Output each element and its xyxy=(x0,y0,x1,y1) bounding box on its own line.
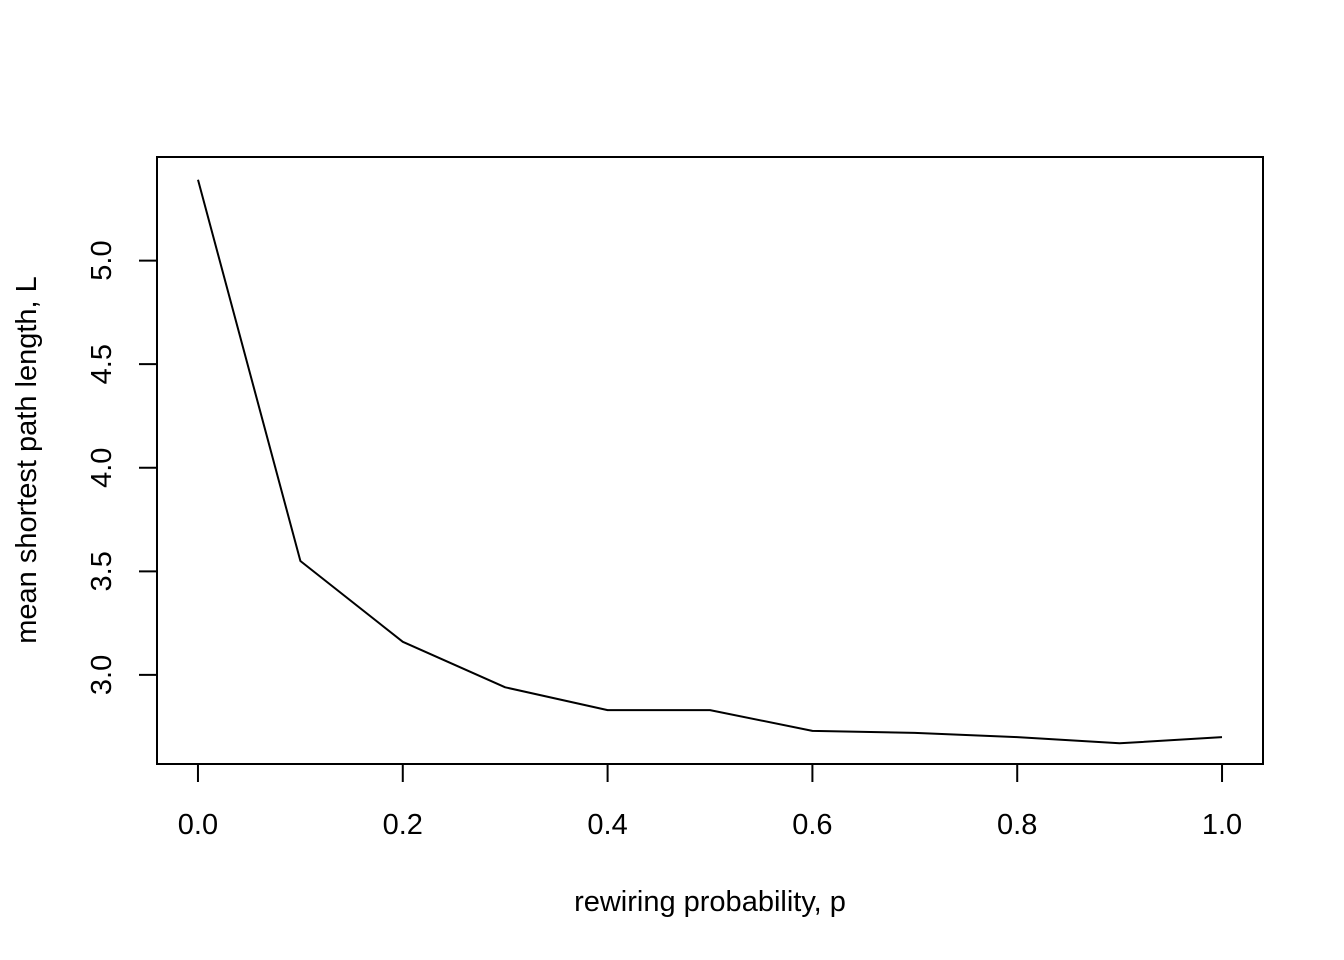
plot-frame xyxy=(156,156,1264,765)
series-line xyxy=(197,179,1223,745)
y-tick-label: 3.5 xyxy=(86,551,118,591)
y-tick-label: 4.5 xyxy=(86,344,118,384)
x-tick-label: 0.6 xyxy=(792,809,832,841)
x-tick-label: 0.8 xyxy=(997,809,1037,841)
y-tick-label: 4.0 xyxy=(86,448,118,488)
x-tick-label: 0.4 xyxy=(587,809,627,841)
x-tick-label: 1.0 xyxy=(1202,809,1242,841)
x-axis: 0.0 0.2 0.4 0.6 0.8 1.0 xyxy=(178,763,1242,841)
series-layer xyxy=(197,179,1223,745)
x-axis-label: rewiring probability, p xyxy=(574,886,846,918)
x-tick-label: 0.0 xyxy=(178,809,218,841)
y-axis: 3.0 3.5 4.0 4.5 5.0 xyxy=(86,240,158,695)
y-axis-label: mean shortest path length, L xyxy=(11,276,43,644)
y-tick-label: 3.0 xyxy=(86,655,118,695)
y-tick-label: 5.0 xyxy=(86,240,118,280)
x-tick-label: 0.2 xyxy=(383,809,423,841)
